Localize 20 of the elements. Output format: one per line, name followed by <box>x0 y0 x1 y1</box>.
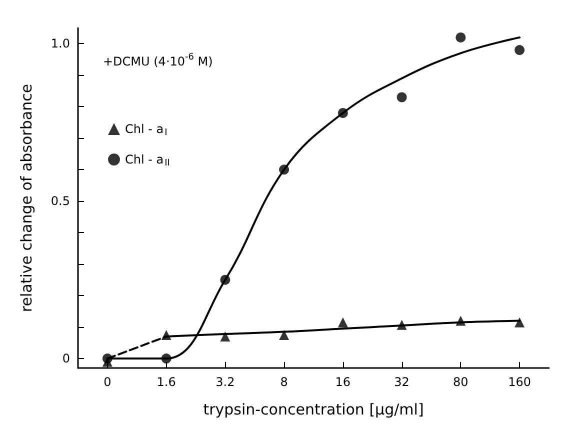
point <box>279 330 290 340</box>
y-tick-label: 1.0 <box>50 36 70 51</box>
x-tick-label: 32 <box>394 375 410 389</box>
y-tick-label: 0 <box>62 352 70 366</box>
x-tick-label: 80 <box>453 375 468 389</box>
x-tick-label: 160 <box>508 375 532 389</box>
x-axis-title: trypsin-concentration [μg/ml] <box>203 400 424 418</box>
x-tick-label: 0 <box>104 375 112 389</box>
y-axis-title: relative change of absorbance <box>18 84 36 312</box>
y-tick-label: 0.5 <box>50 194 70 208</box>
point <box>396 92 407 102</box>
x-tick-label: 1.6 <box>156 375 176 389</box>
x-tick-label: 8 <box>280 375 288 389</box>
point <box>514 45 525 56</box>
point <box>514 317 525 328</box>
x-tick-label: 3.2 <box>216 375 235 389</box>
point <box>220 332 230 342</box>
x-tick-label: 16 <box>335 375 351 389</box>
point <box>456 32 466 42</box>
point <box>338 317 348 328</box>
